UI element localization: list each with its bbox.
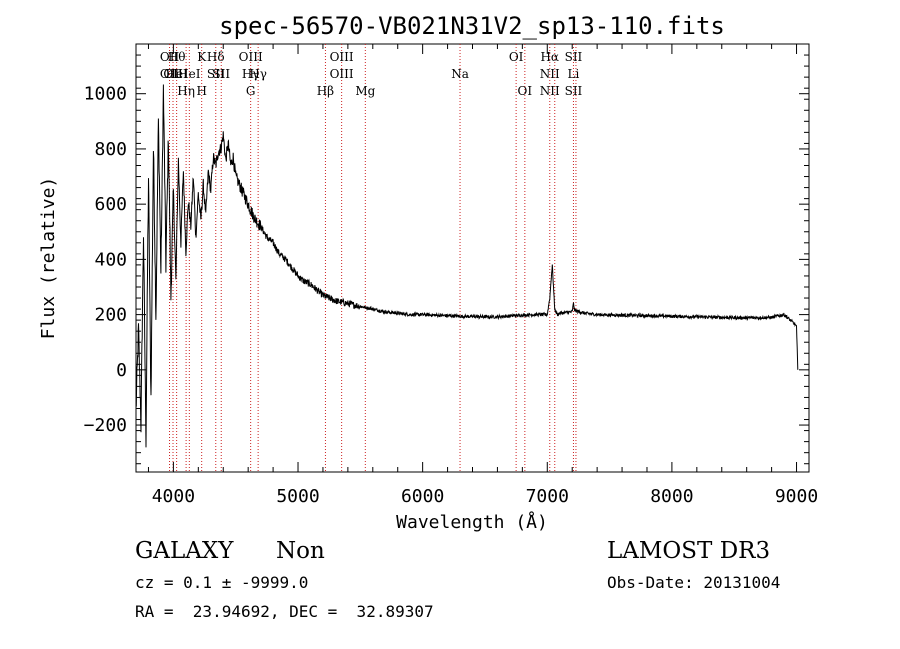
line-label: OI bbox=[509, 50, 524, 64]
line-label: Hη bbox=[177, 84, 195, 98]
emission-line-markers bbox=[169, 44, 577, 472]
line-label: Hδ bbox=[207, 50, 225, 64]
y-axis-label: Flux (relative) bbox=[38, 177, 59, 340]
y-tick-label: 200 bbox=[94, 305, 127, 326]
emission-line-labels: OIIOIIOIIHθHeIHηHeIKHHδSIISIIOIIIHγGHγHβ… bbox=[160, 50, 583, 98]
x-tick-label: 9000 bbox=[775, 486, 818, 507]
line-label: Hβ bbox=[317, 84, 334, 98]
line-label: SII bbox=[207, 67, 225, 81]
line-label: SII bbox=[565, 84, 583, 98]
line-label: OIII bbox=[330, 67, 354, 81]
y-tick-label: 800 bbox=[94, 139, 127, 160]
line-label: OI bbox=[518, 84, 533, 98]
line-label: Hα bbox=[540, 50, 559, 64]
x-tick-label: 7000 bbox=[526, 486, 569, 507]
line-label: OIII bbox=[239, 50, 263, 64]
line-label: Hθ bbox=[168, 50, 186, 64]
spectrum-line bbox=[135, 84, 799, 448]
x-tick-label: 8000 bbox=[650, 486, 693, 507]
object-class: GALAXY bbox=[135, 538, 234, 564]
line-label: NII bbox=[540, 84, 560, 98]
x-tick-label: 5000 bbox=[276, 486, 319, 507]
line-label: Mg bbox=[355, 84, 375, 98]
y-tick-label: 0 bbox=[116, 360, 127, 381]
line-label: Hγ bbox=[242, 67, 260, 81]
x-tick-label: 4000 bbox=[152, 486, 195, 507]
line-label: G bbox=[246, 84, 256, 98]
line-label: HeI bbox=[165, 67, 188, 81]
line-label: Na bbox=[451, 67, 469, 81]
line-label: SII bbox=[565, 50, 583, 64]
axes: 4000 5000 6000 7000 8000 9000 −200 0 200 400 600 80… bbox=[84, 44, 818, 507]
object-subclass: Non bbox=[276, 538, 325, 564]
survey-label: LAMOST DR3 bbox=[607, 538, 771, 564]
y-tick-label: 400 bbox=[94, 249, 127, 270]
y-tick-label: 600 bbox=[94, 194, 127, 215]
line-label: OII bbox=[160, 50, 180, 64]
y-tick-label: −200 bbox=[84, 415, 127, 436]
line-label: HeI bbox=[178, 67, 201, 81]
x-tick-label: 6000 bbox=[401, 486, 444, 507]
line-label: K bbox=[197, 50, 207, 64]
redshift-line: cz = 0.1 ± -9999.0 bbox=[135, 573, 309, 592]
line-label: SII bbox=[212, 67, 230, 81]
obs-date: Obs-Date: 20131004 bbox=[607, 573, 781, 592]
coordinates: RA = 23.94692, DEC = 32.89307 bbox=[135, 602, 434, 621]
line-label: Hγ bbox=[249, 67, 267, 81]
line-label: OII bbox=[160, 67, 180, 81]
chart-title: spec-56570-VB021N31V2_sp13-110.fits bbox=[219, 12, 725, 40]
line-label: OII bbox=[163, 67, 183, 81]
y-tick-label: 1000 bbox=[84, 84, 127, 105]
line-label: OIII bbox=[330, 50, 354, 64]
line-label: H bbox=[196, 84, 206, 98]
plot-frame bbox=[135, 43, 810, 473]
line-label: NII bbox=[540, 67, 560, 81]
line-label: Li bbox=[568, 67, 580, 81]
x-axis-label: Wavelength (Å) bbox=[396, 511, 548, 533]
